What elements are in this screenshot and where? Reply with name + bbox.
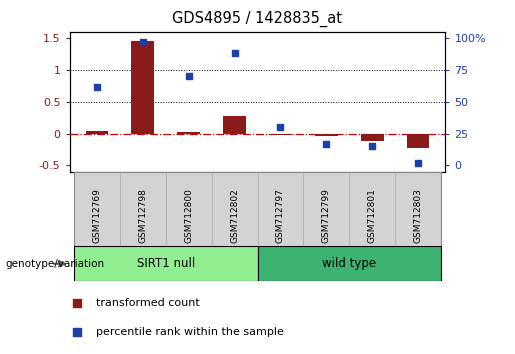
- Bar: [406, 133, 430, 148]
- Text: genotype/variation: genotype/variation: [5, 259, 104, 269]
- Point: [73, 301, 81, 306]
- Bar: [303, 172, 349, 246]
- Point: [139, 39, 147, 45]
- Text: wild type: wild type: [322, 257, 376, 270]
- Point: [184, 74, 193, 79]
- Bar: [315, 133, 338, 136]
- Text: GSM712769: GSM712769: [93, 188, 101, 243]
- Text: GSM712800: GSM712800: [184, 188, 193, 243]
- Bar: [74, 246, 258, 281]
- Bar: [85, 131, 109, 133]
- Text: GSM712798: GSM712798: [139, 188, 147, 243]
- Text: GDS4895 / 1428835_at: GDS4895 / 1428835_at: [173, 11, 342, 27]
- Point: [277, 124, 285, 130]
- Text: GSM712803: GSM712803: [414, 188, 422, 243]
- Bar: [360, 133, 384, 141]
- Bar: [120, 172, 166, 246]
- Point: [73, 329, 81, 335]
- Bar: [395, 172, 441, 246]
- Bar: [223, 116, 246, 133]
- Point: [230, 51, 238, 56]
- Point: [93, 84, 101, 89]
- Text: GSM712801: GSM712801: [368, 188, 376, 243]
- Bar: [269, 133, 292, 135]
- Text: GSM712802: GSM712802: [230, 188, 239, 243]
- Point: [322, 141, 331, 147]
- Bar: [212, 172, 258, 246]
- Bar: [258, 246, 441, 281]
- Text: GSM712799: GSM712799: [322, 188, 331, 243]
- Text: transformed count: transformed count: [96, 298, 200, 308]
- Text: SIRT1 null: SIRT1 null: [136, 257, 195, 270]
- Text: percentile rank within the sample: percentile rank within the sample: [96, 327, 284, 337]
- Bar: [258, 172, 303, 246]
- Bar: [177, 132, 200, 133]
- Point: [368, 143, 376, 149]
- Point: [414, 160, 422, 166]
- Text: GSM712797: GSM712797: [276, 188, 285, 243]
- Bar: [349, 172, 395, 246]
- Bar: [74, 172, 120, 246]
- Bar: [166, 172, 212, 246]
- Bar: [131, 41, 154, 133]
